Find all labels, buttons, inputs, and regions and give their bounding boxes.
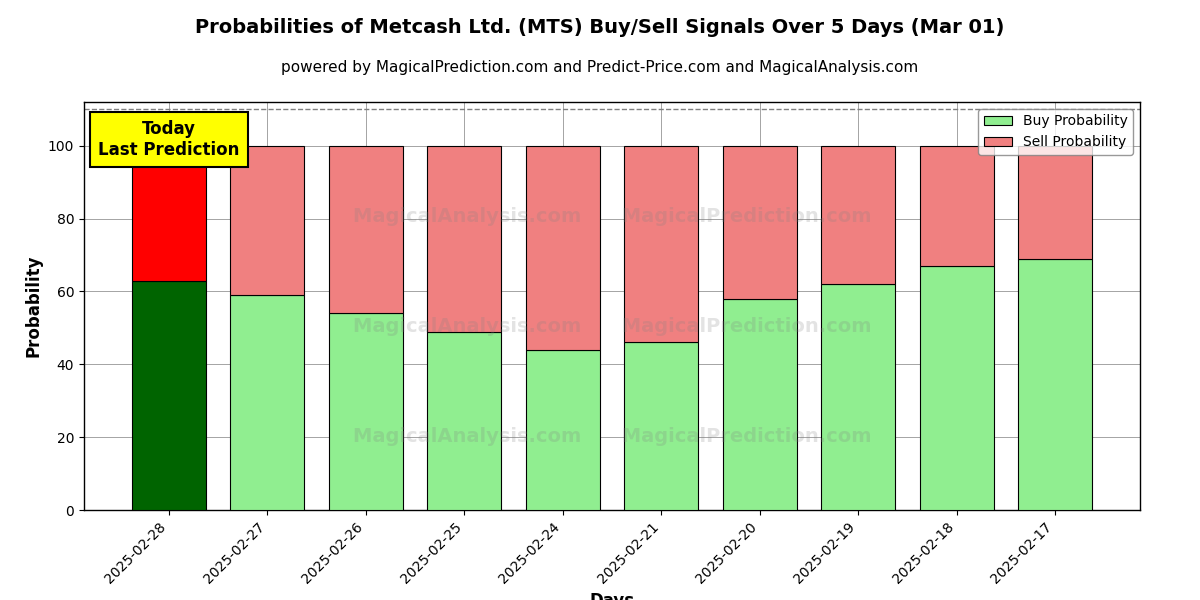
Bar: [329, 146, 403, 313]
Bar: [919, 146, 994, 266]
Bar: [427, 146, 502, 331]
Text: MagicalAnalysis.com      MagicalPrediction.com: MagicalAnalysis.com MagicalPrediction.co…: [353, 427, 871, 446]
Bar: [722, 146, 797, 299]
Bar: [821, 146, 895, 284]
Text: MagicalAnalysis.com      MagicalPrediction.com: MagicalAnalysis.com MagicalPrediction.co…: [353, 317, 871, 336]
Bar: [132, 146, 206, 280]
Bar: [230, 295, 305, 510]
Bar: [526, 350, 600, 510]
Text: MagicalAnalysis.com      MagicalPrediction.com: MagicalAnalysis.com MagicalPrediction.co…: [353, 207, 871, 226]
Bar: [919, 266, 994, 510]
Bar: [722, 299, 797, 510]
Y-axis label: Probability: Probability: [24, 255, 42, 357]
Legend: Buy Probability, Sell Probability: Buy Probability, Sell Probability: [978, 109, 1133, 155]
Bar: [821, 284, 895, 510]
X-axis label: Days: Days: [589, 592, 635, 600]
Bar: [230, 146, 305, 295]
Text: Probabilities of Metcash Ltd. (MTS) Buy/Sell Signals Over 5 Days (Mar 01): Probabilities of Metcash Ltd. (MTS) Buy/…: [196, 18, 1004, 37]
Text: powered by MagicalPrediction.com and Predict-Price.com and MagicalAnalysis.com: powered by MagicalPrediction.com and Pre…: [281, 60, 919, 75]
Bar: [427, 331, 502, 510]
Bar: [1018, 259, 1092, 510]
Text: Today
Last Prediction: Today Last Prediction: [98, 120, 240, 159]
Bar: [329, 313, 403, 510]
Bar: [132, 280, 206, 510]
Bar: [624, 146, 698, 343]
Bar: [526, 146, 600, 350]
Bar: [1018, 146, 1092, 259]
Bar: [624, 343, 698, 510]
